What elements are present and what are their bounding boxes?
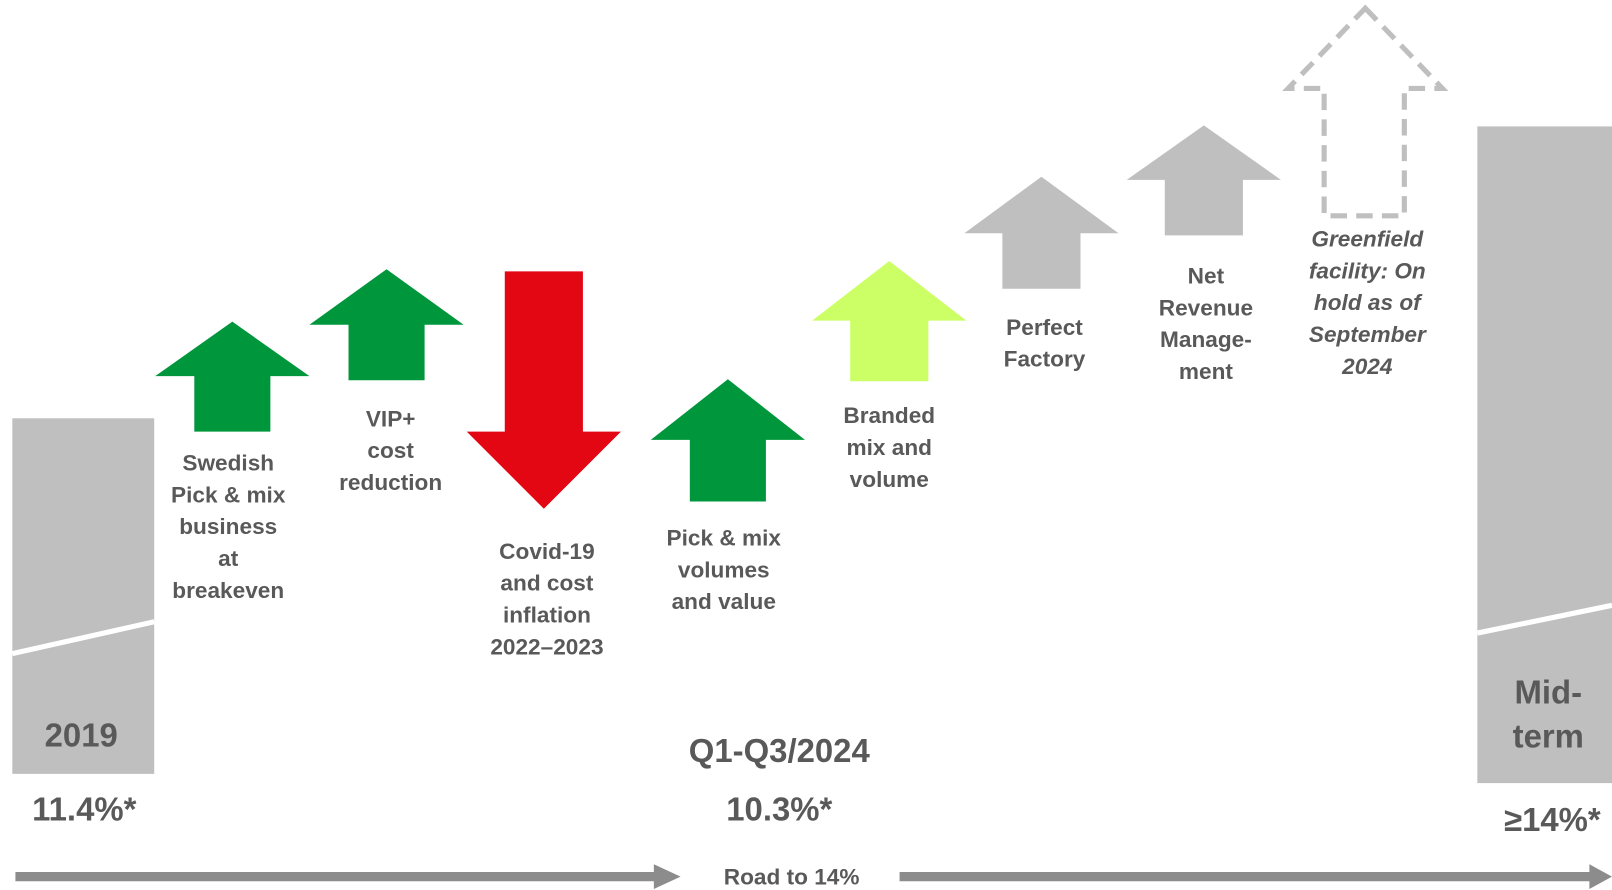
up-arrow (1126, 125, 1281, 236)
factor-label: cost (367, 438, 414, 463)
factor-label: 2022–2023 (490, 634, 603, 659)
factor-label: hold as of (1314, 290, 1423, 315)
factor-label: volume (850, 467, 929, 492)
factor-label: Factory (1004, 347, 1086, 372)
factor-label: facility: On (1309, 258, 1426, 283)
up-arrow (155, 321, 310, 432)
bar-break (11, 619, 155, 657)
factor-label: 2024 (1341, 354, 1393, 379)
up-arrow (650, 379, 805, 502)
start-bar (12, 418, 155, 774)
factor-label: Pick & mix (171, 482, 286, 507)
factor-label: ment (1179, 359, 1233, 384)
bar-break (1476, 602, 1612, 636)
factor-label: mix and (847, 435, 932, 460)
factor-label: September (1309, 322, 1427, 347)
timeline-arrowhead (653, 864, 681, 889)
up-arrow (964, 176, 1119, 289)
factor-label: Branded (843, 403, 935, 428)
end-label: Mid- (1514, 673, 1582, 710)
factor-label: Covid-19 (499, 539, 595, 564)
factor-label: Pick & mix (667, 526, 782, 551)
factor-label: Swedish (182, 450, 274, 475)
factor-label: Perfect (1006, 315, 1083, 340)
factor-label: and cost (500, 571, 593, 596)
current-value: 10.3%* (726, 791, 832, 828)
factor-label: inflation (503, 603, 591, 628)
end-bar (1477, 126, 1612, 784)
factor-label: VIP+ (366, 406, 416, 431)
dashed-up-arrow (1282, 4, 1449, 219)
timeline-arrowhead (1589, 864, 1612, 889)
end-value: ≥14%* (1504, 801, 1601, 838)
factor-label: volumes (678, 557, 770, 582)
start-value: 11.4%* (32, 791, 136, 828)
factor-label: Net (1188, 263, 1225, 288)
factor-label: at (218, 546, 239, 571)
factor-label: business (179, 514, 277, 539)
start-label: 2019 (45, 717, 118, 754)
end-label: term (1513, 718, 1584, 755)
factor-label: Revenue (1159, 295, 1253, 320)
current-label: Q1-Q3/2024 (689, 732, 871, 769)
factor-label: Manage- (1160, 327, 1252, 352)
factor-label: and value (672, 589, 776, 614)
factor-label: reduction (339, 470, 442, 495)
factor-label: breakeven (172, 578, 284, 603)
up-arrow (309, 269, 464, 381)
footer-label: Road to 14% (724, 865, 860, 890)
down-arrow (466, 271, 621, 509)
factor-label: Greenfield (1311, 226, 1424, 251)
up-arrow (812, 261, 967, 382)
